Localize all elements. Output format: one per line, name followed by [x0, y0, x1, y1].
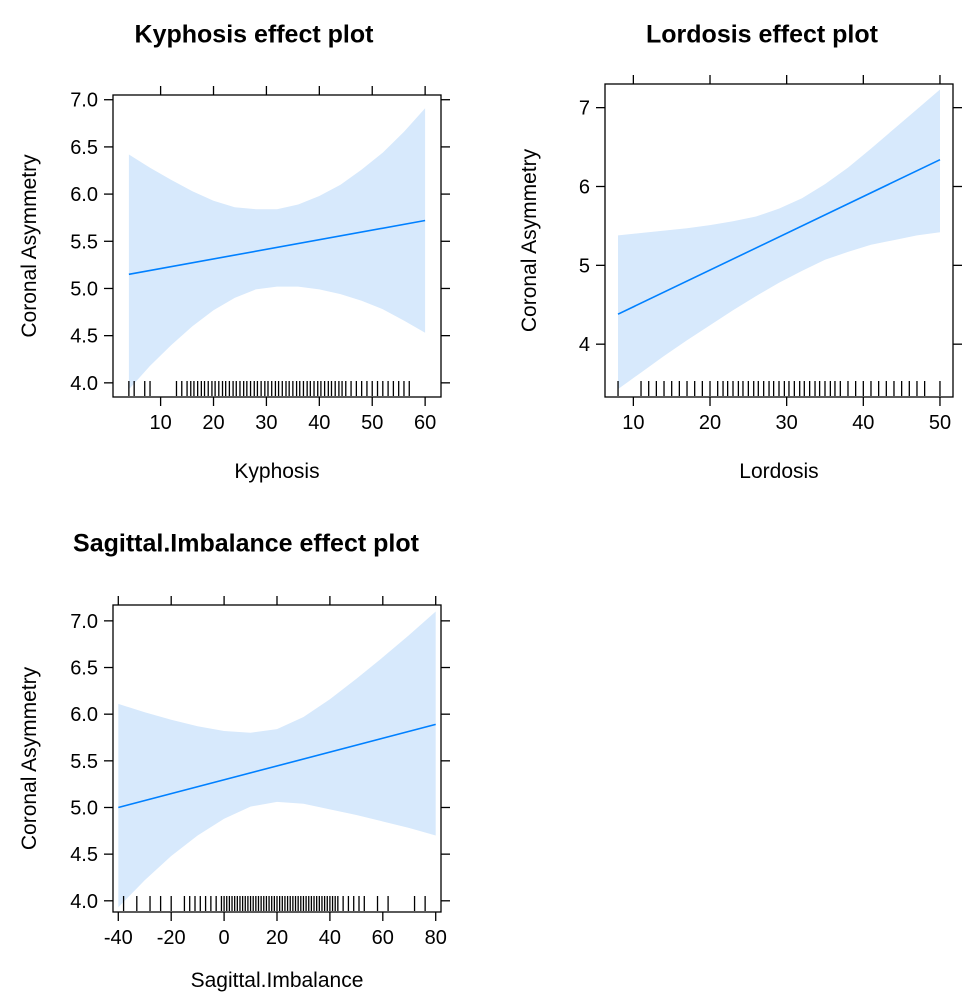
y-tick-label: 6.5	[70, 658, 98, 680]
x-tick-label: 30	[776, 412, 798, 434]
y-tick-label: 6	[579, 176, 590, 198]
x-tick-label: -40	[104, 927, 133, 949]
effect-plot-1: Kyphosis effect plot 10 20 30 40 50 60 4.0 4.5 5.…	[18, 21, 450, 483]
x-tick-label: 60	[414, 412, 436, 434]
plot-title: Sagittal.Imbalance effect plot	[73, 530, 420, 558]
fitted-line	[128, 219, 426, 276]
x-tick-label: -20	[157, 927, 186, 949]
confidence-band	[618, 89, 940, 390]
y-tick-label: 6.0	[70, 704, 98, 726]
plot-title: Kyphosis effect plot	[135, 21, 375, 49]
y-tick-label: 6.0	[70, 184, 98, 206]
y-tick-label: 7	[579, 98, 590, 120]
x-tick-label: 50	[361, 412, 383, 434]
fitted-line	[118, 723, 436, 809]
y-tick-label: 4.5	[70, 844, 98, 866]
plot-title: Lordosis effect plot	[646, 21, 879, 49]
x-tick-label: 40	[319, 927, 341, 949]
x-tick-label: 10	[149, 412, 171, 434]
y-tick-label: 5.0	[70, 278, 98, 300]
x-tick-label: 60	[372, 927, 394, 949]
y-tick-label: 5.5	[70, 751, 98, 773]
x-tick-label: 80	[425, 927, 447, 949]
x-axis-label: Sagittal.Imbalance	[191, 969, 364, 992]
x-tick-label: 20	[202, 412, 224, 434]
x-tick-label: 30	[255, 412, 277, 434]
y-tick-label: 5	[579, 255, 590, 277]
y-tick-label: 6.5	[70, 137, 98, 159]
x-axis-label: Lordosis	[739, 460, 818, 483]
x-tick-label: 0	[219, 927, 230, 949]
x-tick-label: 40	[308, 412, 330, 434]
plot-frame	[112, 94, 442, 398]
confidence-band	[118, 611, 436, 908]
fitted-line	[617, 158, 941, 315]
y-tick-label: 4	[579, 334, 590, 356]
effect-plot-2: Lordosis effect plot 10 20 30 40 50 4 5 6 7 Lordos…	[518, 21, 962, 483]
y-axis-label: Coronal Asymmetry	[18, 666, 41, 850]
y-tick-label: 7.0	[70, 90, 98, 112]
x-tick-label: 20	[266, 927, 288, 949]
y-tick-label: 4.0	[70, 373, 98, 395]
effect-plot-3: Sagittal.Imbalance effect plot -40 -20 0 20 4…	[18, 530, 450, 992]
confidence-band	[128, 108, 426, 390]
x-tick-label: 20	[699, 412, 721, 434]
y-axis-label: Coronal Asymmetry	[518, 148, 541, 332]
y-tick-label: 5.5	[70, 231, 98, 253]
x-axis-label: Kyphosis	[234, 460, 319, 483]
x-tick-label: 50	[929, 412, 951, 434]
y-tick-label: 4.0	[70, 891, 98, 913]
y-tick-label: 4.5	[70, 326, 98, 348]
y-tick-label: 7.0	[70, 611, 98, 633]
y-tick-label: 5.0	[70, 797, 98, 819]
x-tick-label: 40	[852, 412, 874, 434]
x-tick-label: 10	[622, 412, 644, 434]
plot-frame	[604, 83, 954, 398]
y-axis-label: Coronal Asymmetry	[18, 154, 41, 338]
